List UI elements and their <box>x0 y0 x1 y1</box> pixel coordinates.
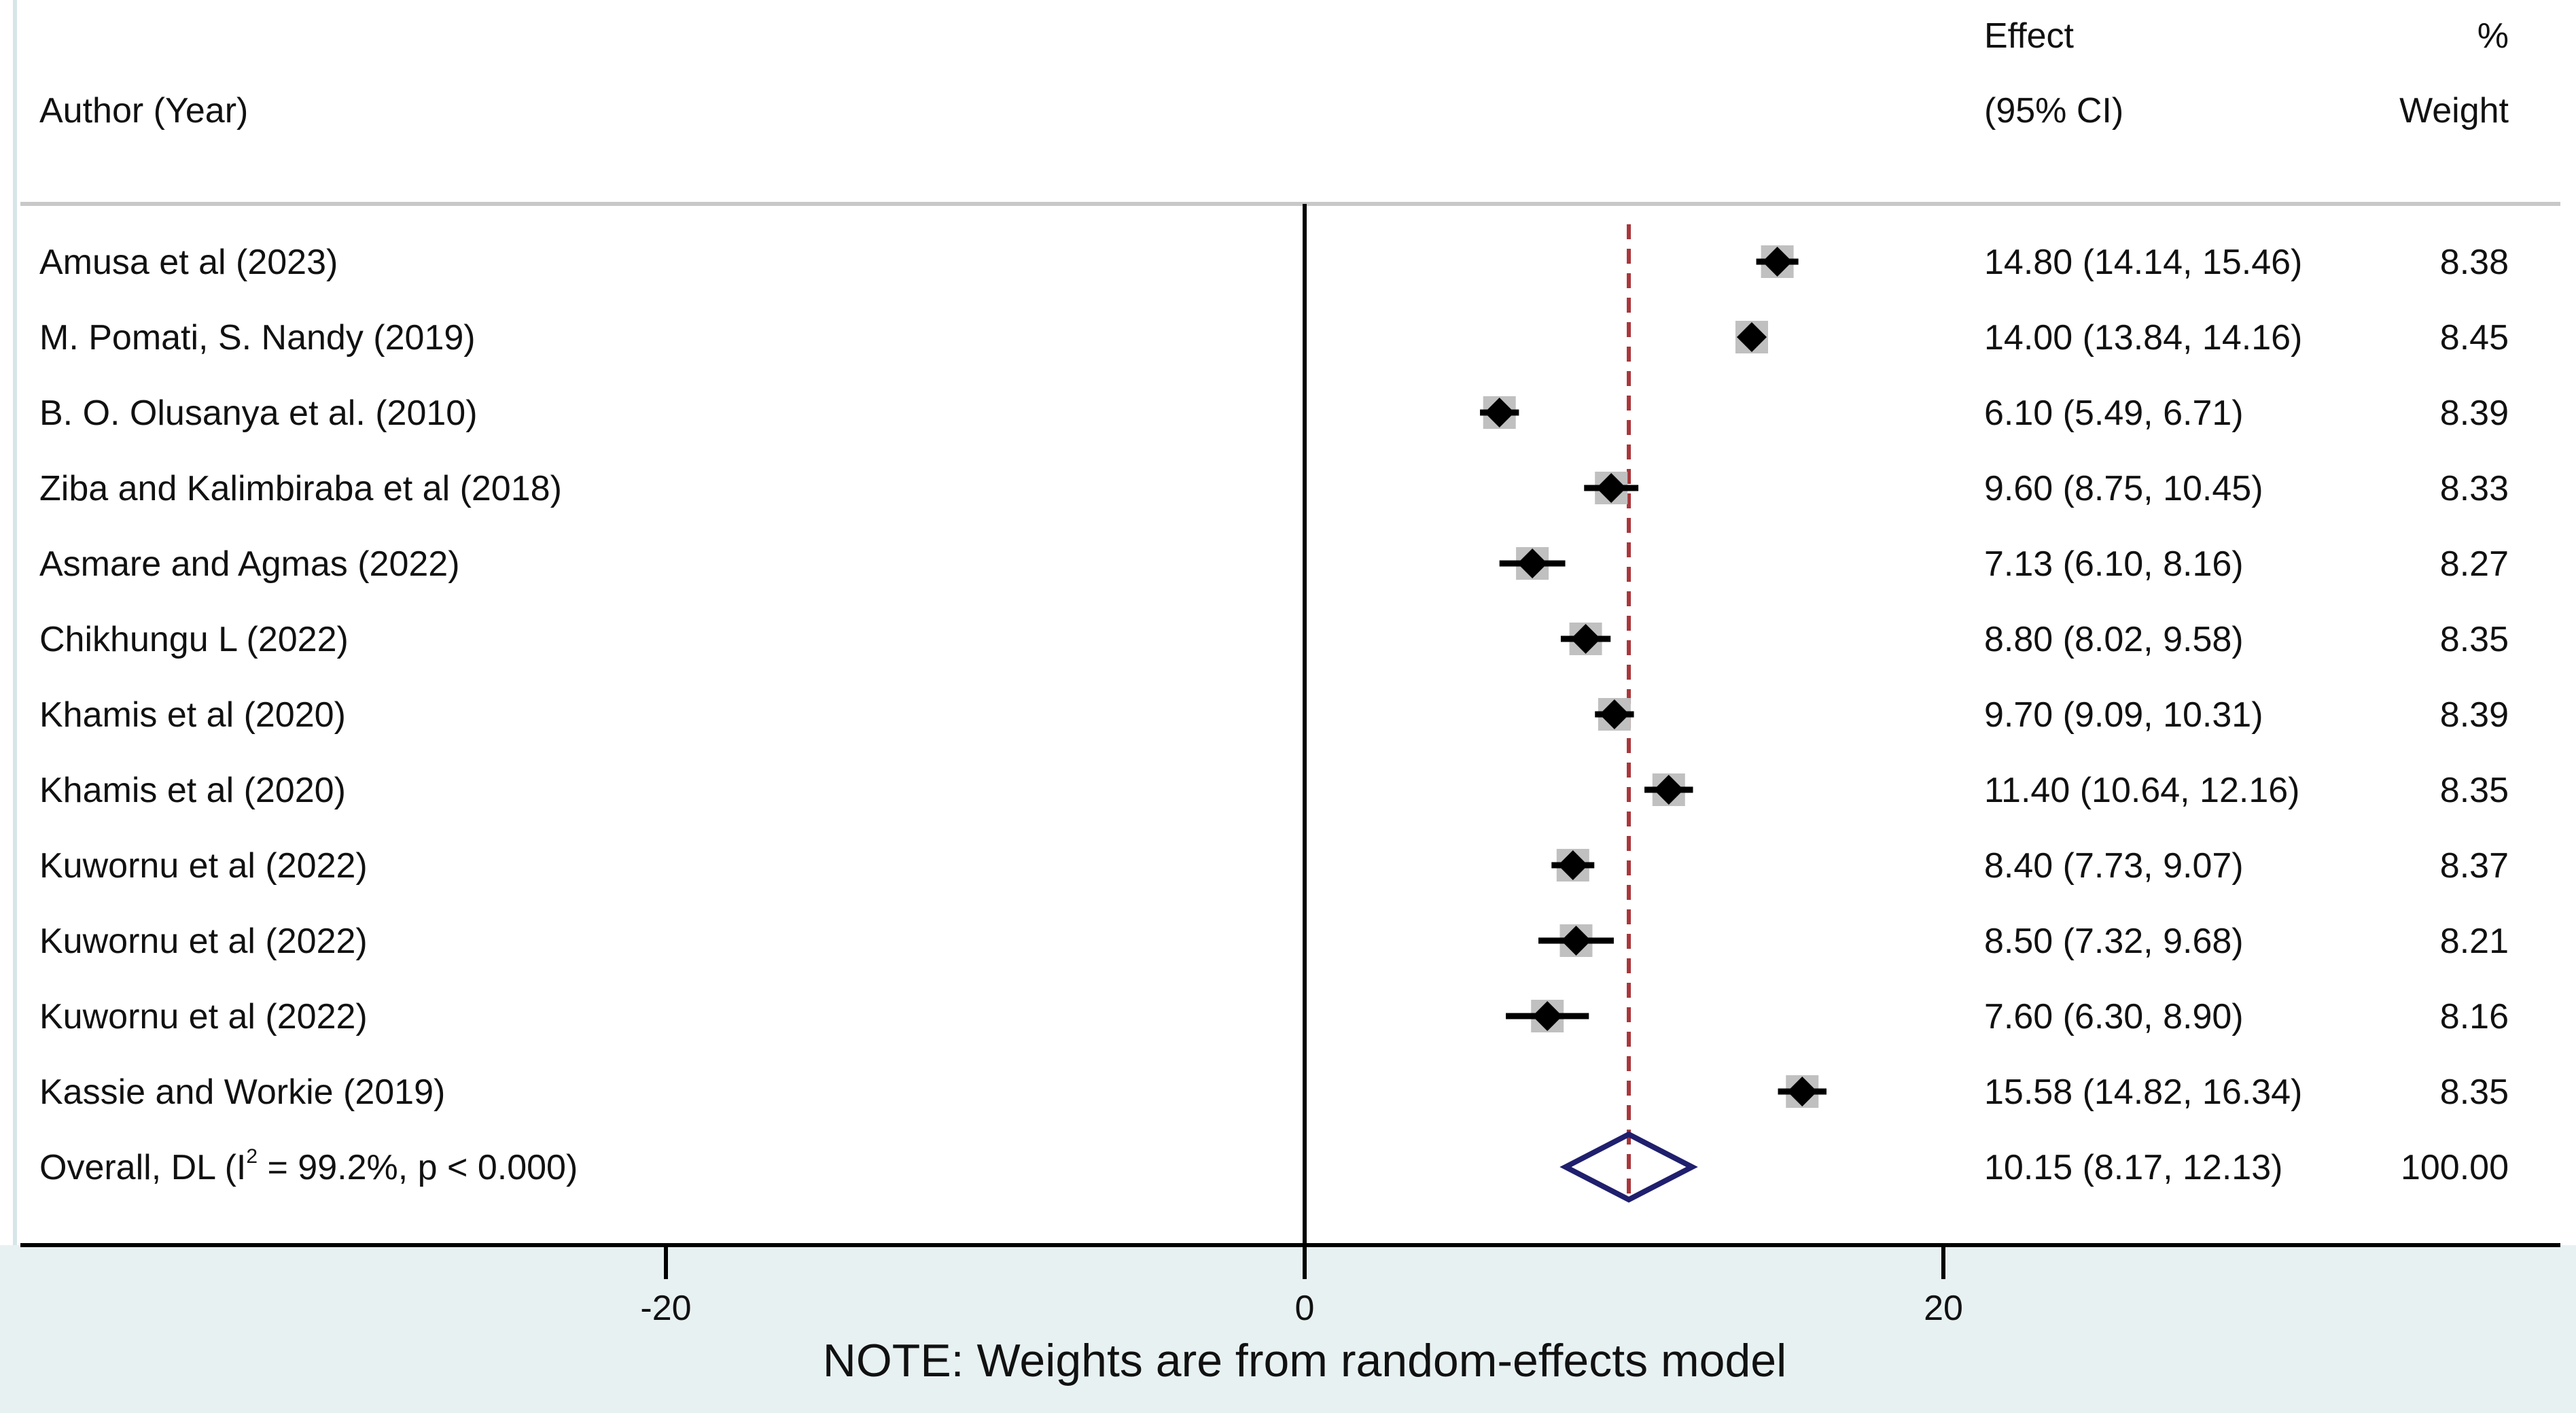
overall-weight-text: 100.00 <box>2401 1148 2509 1187</box>
study-label: Asmare and Agmas (2022) <box>39 544 460 584</box>
study-label: Amusa et al (2023) <box>39 243 338 282</box>
effect-marker <box>1787 1077 1818 1106</box>
study-label: Kuwornu et al (2022) <box>39 922 368 961</box>
study-ci-text: 8.40 (7.73, 9.07) <box>1984 846 2244 886</box>
header-effect: Effect <box>1984 16 2075 56</box>
study-row: Asmare and Agmas (2022) 7.13 (6.10, 8.16)… <box>39 544 2509 584</box>
study-weight-text: 8.37 <box>2440 846 2509 886</box>
study-ci-text: 9.70 (9.09, 10.31) <box>1984 695 2263 735</box>
study-weight-text: 8.35 <box>2440 1072 2509 1112</box>
study-label: M. Pomati, S. Nandy (2019) <box>39 318 476 357</box>
study-weight-text: 8.35 <box>2440 620 2509 659</box>
study-row: Amusa et al (2023) 14.80 (14.14, 15.46) 8.… <box>39 243 2509 282</box>
study-label: Khamis et al (2020) <box>39 695 346 735</box>
effect-marker <box>1599 699 1629 729</box>
effect-marker <box>1653 775 1684 805</box>
study-ci-text: 8.50 (7.32, 9.68) <box>1984 922 2244 961</box>
study-weight-text: 8.21 <box>2440 922 2509 961</box>
footer-band <box>0 1245 2576 1413</box>
study-ci-text: 14.80 (14.14, 15.46) <box>1984 243 2302 282</box>
effect-marker <box>1517 548 1548 578</box>
x-tick-label: -20 <box>640 1289 691 1328</box>
study-ci-text: 7.60 (6.30, 8.90) <box>1984 997 2244 1036</box>
study-label: B. O. Olusanya et al. (2010) <box>39 394 478 433</box>
study-row: B. O. Olusanya et al. (2010) 6.10 (5.49, … <box>39 394 2509 433</box>
study-ci-text: 9.60 (8.75, 10.45) <box>1984 469 2263 508</box>
study-row: Kuwornu et al (2022) 8.40 (7.73, 9.07) 8.3… <box>39 846 2509 886</box>
study-ci-text: 11.40 (10.64, 12.16) <box>1984 771 2300 810</box>
study-weight-text: 8.45 <box>2440 318 2509 357</box>
effect-marker <box>1561 926 1591 956</box>
study-ci-text: 15.58 (14.82, 16.34) <box>1984 1072 2302 1112</box>
effect-marker <box>1570 624 1601 654</box>
study-label: Chikhungu L (2022) <box>39 620 349 659</box>
study-row: Kuwornu et al (2022) 7.60 (6.30, 8.90) 8.1… <box>39 997 2509 1036</box>
study-label: Khamis et al (2020) <box>39 771 346 810</box>
study-weight-text: 8.39 <box>2440 394 2509 433</box>
study-row: Khamis et al (2020) 9.70 (9.09, 10.31) 8.3… <box>39 695 2509 735</box>
effect-marker <box>1762 247 1793 277</box>
study-rows: Amusa et al (2023) 14.80 (14.14, 15.46) 8.… <box>39 243 2509 1112</box>
study-weight-text: 8.38 <box>2440 243 2509 282</box>
x-tick-label: 20 <box>1924 1289 1963 1328</box>
study-row: Kuwornu et al (2022) 8.50 (7.32, 9.68) 8.2… <box>39 922 2509 961</box>
study-row: M. Pomati, S. Nandy (2019) 14.00 (13.84, … <box>39 318 2509 357</box>
effect-marker <box>1532 1001 1563 1031</box>
effect-marker <box>1596 473 1627 503</box>
overall-label: Overall, DL (I2 = 99.2%, p < 0.000) <box>39 1145 578 1187</box>
study-weight-text: 8.27 <box>2440 544 2509 584</box>
header-weight: Weight <box>2399 91 2509 130</box>
header-author: Author (Year) <box>39 91 248 130</box>
header-percent: % <box>2477 16 2509 56</box>
footer-note: NOTE: Weights are from random-effects mo… <box>823 1335 1786 1386</box>
study-weight-text: 8.35 <box>2440 771 2509 810</box>
study-row: Khamis et al (2020) 11.40 (10.64, 12.16) 8… <box>39 771 2509 810</box>
effect-marker <box>1484 398 1515 428</box>
effect-marker <box>1737 322 1767 352</box>
study-weight-text: 8.16 <box>2440 997 2509 1036</box>
overall-diamond <box>1559 1131 1698 1203</box>
study-label: Ziba and Kalimbiraba et al (2018) <box>39 469 562 508</box>
study-ci-text: 8.80 (8.02, 9.58) <box>1984 620 2244 659</box>
study-weight-text: 8.39 <box>2440 695 2509 735</box>
study-ci-text: 14.00 (13.84, 14.16) <box>1984 318 2302 357</box>
overall-ci-text: 10.15 (8.17, 12.13) <box>1984 1148 2282 1187</box>
study-label: Kuwornu et al (2022) <box>39 846 368 886</box>
study-weight-text: 8.33 <box>2440 469 2509 508</box>
study-ci-text: 7.13 (6.10, 8.16) <box>1984 544 2244 584</box>
x-tick-label: 0 <box>1295 1289 1315 1328</box>
study-row: Kassie and Workie (2019) 15.58 (14.82, 16… <box>39 1072 2509 1112</box>
effect-marker <box>1557 850 1588 880</box>
x-axis-ticks: -20 0 20 <box>640 1245 1963 1328</box>
study-label: Kassie and Workie (2019) <box>39 1072 445 1112</box>
study-row: Chikhungu L (2022) 8.80 (8.02, 9.58) 8.35 <box>39 620 2509 659</box>
study-label: Kuwornu et al (2022) <box>39 997 368 1036</box>
header-ci: (95% CI) <box>1984 91 2123 130</box>
study-ci-text: 6.10 (5.49, 6.71) <box>1984 394 2244 433</box>
study-row: Ziba and Kalimbiraba et al (2018) 9.60 (8… <box>39 469 2509 508</box>
